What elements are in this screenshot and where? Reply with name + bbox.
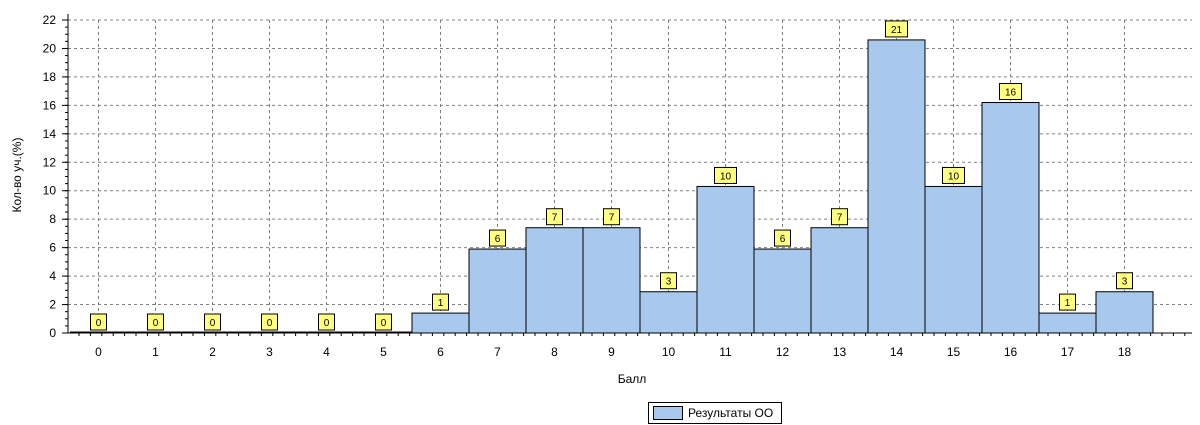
data-label-box	[318, 313, 335, 331]
data-label: 7	[552, 213, 558, 224]
bar	[1038, 312, 1097, 334]
x-tick-label: 8	[551, 345, 558, 359]
x-tick-label: 5	[380, 345, 387, 359]
data-label: 1	[438, 298, 444, 309]
x-tick-label: 9	[608, 345, 615, 359]
bar	[753, 248, 812, 334]
x-tick-label: 1	[152, 345, 159, 359]
x-tick-label: 14	[890, 345, 904, 359]
x-tick-label: 4	[323, 345, 330, 359]
bar	[696, 185, 755, 334]
data-label-box	[546, 208, 563, 226]
bar	[468, 248, 527, 334]
x-tick-label: 18	[1118, 345, 1132, 359]
data-label-box	[999, 83, 1022, 101]
bar	[867, 39, 926, 334]
data-label-box	[1116, 272, 1133, 290]
x-tick-label: 0	[95, 345, 102, 359]
data-label: 0	[324, 318, 330, 329]
data-label-box	[603, 208, 620, 226]
data-label: 0	[153, 318, 159, 329]
data-label: 10	[948, 171, 960, 182]
bar	[525, 227, 584, 334]
data-label-box	[714, 166, 737, 184]
y-tick-label: 20	[43, 41, 57, 55]
y-tick-label: 0	[49, 326, 56, 340]
y-tick-label: 18	[43, 70, 57, 84]
y-tick-label: 4	[49, 269, 56, 283]
data-label-box	[204, 313, 221, 331]
data-label: 7	[609, 213, 615, 224]
data-label-box	[885, 20, 908, 38]
bars	[70, 39, 1154, 334]
data-label: 0	[96, 318, 102, 329]
x-tick-label: 11	[719, 345, 732, 359]
data-label-box	[942, 166, 965, 184]
y-tick-label: 10	[43, 184, 57, 198]
y-tick-label: 8	[49, 212, 56, 226]
data-label-box	[432, 293, 449, 311]
y-axis-title: Кол-во уч.(%)	[10, 138, 24, 213]
x-tick-label: 13	[833, 345, 847, 359]
x-tick-label: 2	[209, 345, 216, 359]
bar	[981, 102, 1040, 334]
bar	[639, 291, 698, 334]
data-label: 0	[267, 318, 273, 329]
legend-swatch	[653, 406, 683, 420]
x-tick-label: 6	[437, 345, 444, 359]
data-label-box	[774, 229, 791, 247]
data-label: 10	[720, 171, 732, 182]
data-label-box	[375, 313, 392, 331]
data-label-box	[261, 313, 278, 331]
data-label: 16	[1005, 88, 1017, 99]
x-tick-label: 10	[662, 345, 676, 359]
bar	[1095, 291, 1154, 334]
legend: Результаты ОО	[648, 402, 783, 424]
data-label: 6	[780, 234, 786, 245]
y-tick-label: 16	[43, 98, 57, 112]
x-tick-label: 3	[266, 345, 273, 359]
y-tick-label: 22	[43, 13, 57, 27]
data-label: 6	[495, 234, 501, 245]
x-axis-title: Балл	[618, 372, 647, 386]
data-label-box	[831, 208, 848, 226]
y-tick-label: 2	[49, 298, 56, 312]
data-label: 0	[210, 318, 216, 329]
bar	[582, 227, 641, 334]
data-label: 1	[1065, 298, 1071, 309]
data-label: 3	[666, 277, 672, 288]
x-tick-label: 12	[776, 345, 790, 359]
y-tick-label: 12	[43, 155, 57, 169]
bar	[411, 312, 470, 334]
bar	[924, 185, 983, 334]
bar	[810, 227, 869, 334]
data-label-box	[660, 272, 677, 290]
y-tick-label: 14	[43, 127, 57, 141]
data-label-box	[90, 313, 107, 331]
data-label: 7	[837, 213, 843, 224]
data-label-box	[147, 313, 164, 331]
legend-label: Результаты ОО	[688, 406, 774, 420]
data-label: 3	[1122, 277, 1128, 288]
x-tick-label: 17	[1061, 345, 1075, 359]
x-tick-label: 7	[494, 345, 501, 359]
x-tick-label: 15	[947, 345, 961, 359]
data-label: 0	[381, 318, 387, 329]
x-tick-label: 16	[1004, 345, 1018, 359]
y-tick-label: 6	[49, 241, 56, 255]
data-label-box	[1059, 293, 1076, 311]
data-label-box	[489, 229, 506, 247]
data-label: 21	[891, 25, 903, 36]
